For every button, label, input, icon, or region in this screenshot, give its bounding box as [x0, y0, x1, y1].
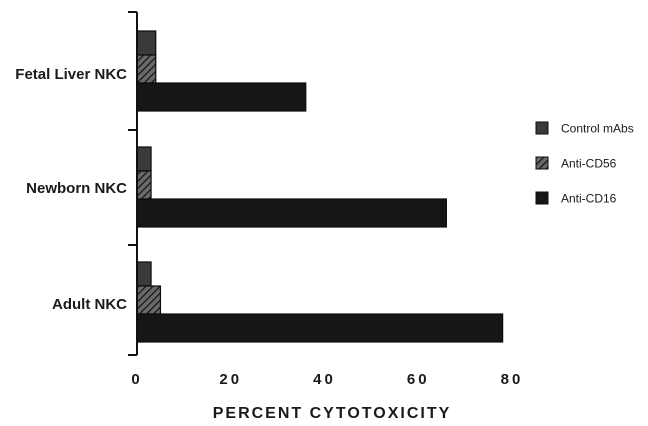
legend-label-anti-cd16: Anti-CD16 [561, 192, 617, 206]
x-tick-label-20: 20 [219, 371, 242, 388]
x-axis-title: PERCENT CYTOTOXICITY [213, 405, 452, 422]
legend-label-anti-cd56: Anti-CD56 [561, 157, 617, 171]
bar-newborn-nkc-anti-cd56 [136, 170, 152, 200]
labels-layer: 0 20 40 60 80 Fetal Liver NKC Newborn NKC Adult… [15, 66, 524, 422]
bar-adult-nkc-anti-cd56 [136, 285, 162, 315]
category-label-fetal-liver-nkc: Fetal Liver NKC [15, 66, 127, 83]
x-tick-label-0: 0 [131, 371, 142, 388]
bar-fetal-liver-nkc-anti-cd16 [136, 82, 307, 112]
legend: Control mAbs Anti-CD56 Anti-CD16 [535, 121, 634, 206]
bar-newborn-nkc-anti-cd16 [136, 198, 447, 228]
bar-newborn-nkc-control-mabs [136, 146, 152, 172]
category-label-newborn-nkc: Newborn NKC [26, 180, 127, 197]
bar-fetal-liver-nkc-anti-cd56 [136, 54, 157, 84]
bar-adult-nkc-control-mabs [136, 261, 152, 287]
category-label-adult-nkc: Adult NKC [52, 296, 127, 313]
bar-adult-nkc-anti-cd16 [136, 313, 504, 343]
legend-swatch-anti-cd56 [535, 156, 549, 170]
axes-layer [128, 11, 138, 356]
x-tick-label-40: 40 [313, 371, 336, 388]
legend-label-control-mabs: Control mAbs [561, 122, 634, 136]
x-tick-label-80: 80 [501, 371, 524, 388]
x-tick-label-60: 60 [407, 371, 430, 388]
bars-layer [136, 30, 504, 343]
legend-swatch-anti-cd16 [535, 191, 549, 205]
bar-fetal-liver-nkc-control-mabs [136, 30, 157, 56]
legend-swatch-control-mabs [535, 121, 549, 135]
